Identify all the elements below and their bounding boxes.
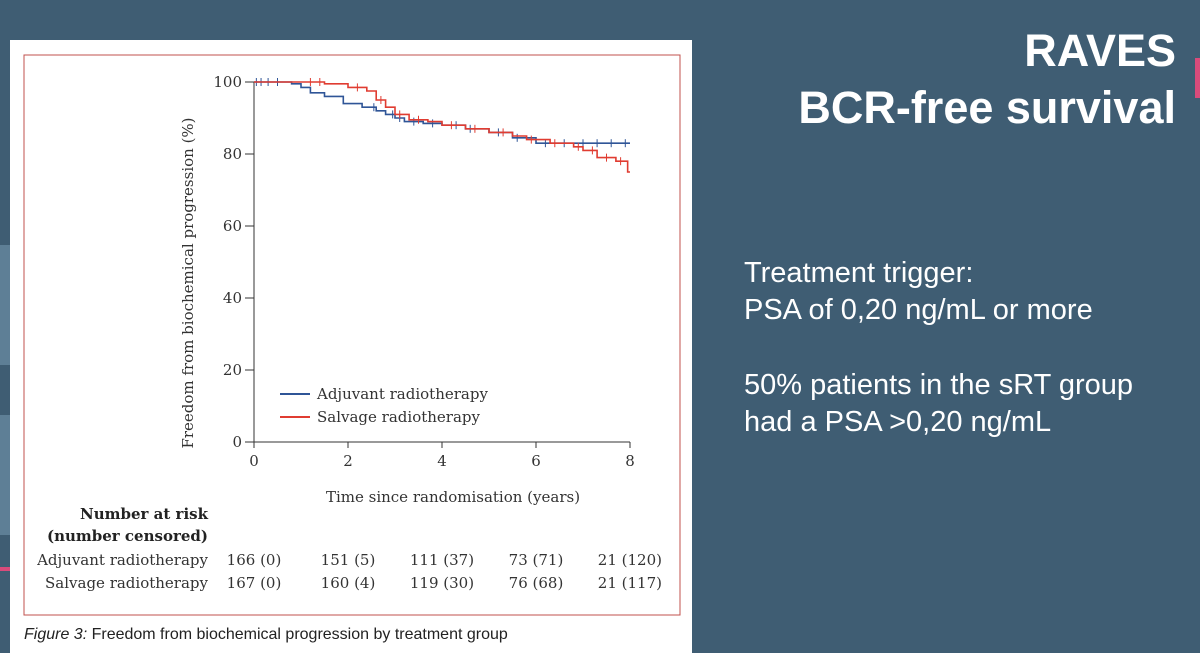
x-tick-label: 2: [343, 452, 353, 470]
chart-series: [254, 78, 630, 173]
caption-label: Figure 3:: [24, 626, 87, 643]
risk-cell: 119 (30): [410, 574, 474, 592]
slide-title-line1: RAVES: [1024, 25, 1176, 76]
left-stripe-accent: [0, 567, 10, 571]
y-tick-label: 20: [223, 361, 242, 379]
y-tick-label: 40: [223, 289, 242, 307]
y-tick-label: 100: [213, 73, 242, 91]
y-tick-label: 80: [223, 145, 242, 163]
risk-cell: 73 (71): [509, 551, 564, 569]
risk-header-line1: Number at risk: [80, 505, 209, 523]
figure-border: [23, 54, 681, 616]
left-stripe: [0, 245, 10, 365]
note-spacer: [744, 329, 1184, 367]
x-tick-label: 6: [531, 452, 541, 470]
note-2-line1: 50% patients in the sRT group: [744, 369, 1134, 401]
slide-title: RAVES BCR-free survival: [696, 22, 1176, 136]
chart-axes: 0 20 40 60 80 100 0 2 4 6 8: [213, 73, 634, 470]
x-tick-label: 4: [437, 452, 447, 470]
risk-row-label: Salvage radiotherapy: [45, 574, 209, 592]
risk-cell: 76 (68): [509, 574, 564, 592]
x-tick-label: 8: [625, 452, 635, 470]
note-1-line1: Treatment trigger:: [744, 257, 974, 289]
risk-cell: 151 (5): [321, 551, 376, 569]
caption-text: Freedom from biochemical progression by …: [87, 626, 508, 643]
series-line-adjuvant: [254, 81, 630, 144]
risk-cell: 21 (117): [598, 574, 662, 592]
risk-cell: 111 (37): [410, 551, 474, 569]
y-tick-label: 0: [232, 433, 242, 451]
x-tick-label: 0: [249, 452, 259, 470]
risk-cell: 166 (0): [227, 551, 282, 569]
slide-notes: Treatment trigger: PSA of 0,20 ng/mL or …: [744, 255, 1184, 441]
risk-cell: 160 (4): [321, 574, 376, 592]
legend-label-adjuvant: Adjuvant radiotherapy: [316, 385, 488, 403]
left-stripe: [0, 0, 10, 245]
y-axis-label: Freedom from biochemical progression (%): [179, 117, 197, 448]
km-chart: 0 20 40 60 80 100 0 2 4 6 8 Freedom from biochemic…: [23, 54, 681, 643]
slide-title-line2: BCR-free survival: [798, 82, 1176, 133]
series-line-salvage: [254, 81, 630, 173]
risk-cell: 21 (120): [598, 551, 662, 569]
risk-header-line2: (number censored): [47, 527, 208, 545]
left-stripe: [0, 365, 10, 415]
x-axis-label: Time since randomisation (years): [326, 488, 580, 506]
risk-cell: 167 (0): [227, 574, 282, 592]
figure-panel: 0 20 40 60 80 100 0 2 4 6 8 Freedom from biochemic…: [10, 40, 692, 653]
legend-label-salvage: Salvage radiotherapy: [317, 408, 481, 426]
note-2-line2: had a PSA >0,20 ng/mL: [744, 406, 1052, 438]
left-stripe: [0, 415, 10, 535]
note-1-line2: PSA of 0,20 ng/mL or more: [744, 294, 1093, 326]
risk-row-label: Adjuvant radiotherapy: [36, 551, 208, 569]
number-at-risk-table: Adjuvant radiotherapy 166 (0) 151 (5) 111 (…: [36, 551, 662, 592]
figure-caption: Figure 3: Freedom from biochemical progr…: [24, 626, 508, 643]
y-tick-label: 60: [223, 217, 242, 235]
accent-bar: [1195, 58, 1200, 98]
